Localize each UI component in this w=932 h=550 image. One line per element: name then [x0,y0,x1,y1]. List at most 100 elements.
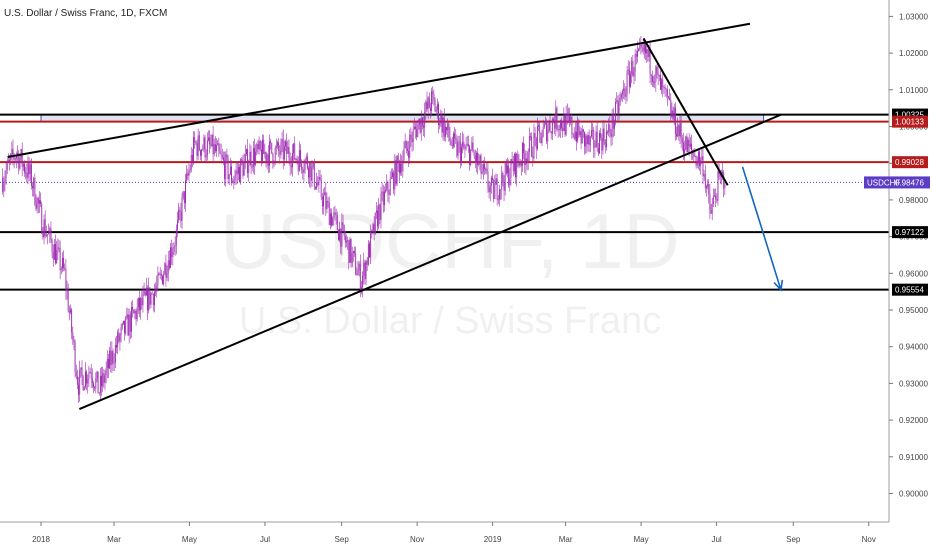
candle [319,169,321,181]
candle [32,181,33,197]
candle-body [133,310,135,314]
candle-body [497,199,499,201]
candle [364,259,366,285]
candle-body [231,166,232,182]
candle [107,354,109,379]
candle-body [271,142,273,154]
candle [222,151,224,165]
candle-body [576,131,577,142]
candle-body [493,179,495,199]
candle [254,138,255,175]
candle-body [176,219,178,230]
candle [36,196,38,214]
candle-body [60,268,62,271]
candle [496,173,498,206]
candle [581,125,583,144]
candle-body [490,177,492,186]
candle-body [677,125,679,137]
candle-body [362,275,364,288]
candle [553,117,554,124]
candle-body [724,184,726,189]
candle-body [320,179,322,198]
candle-body [225,154,227,179]
candle [141,289,143,310]
candle [279,145,281,164]
candle-body [500,189,502,191]
candle-body [446,126,447,131]
projection-arrow-shaft[interactable] [741,166,782,291]
candle [674,102,676,141]
candle-body [635,54,637,57]
candle [434,97,436,112]
candle [298,141,300,172]
candle [571,113,573,139]
candle-body [323,195,324,207]
candle [351,246,353,268]
candle [504,161,506,196]
candle [167,251,169,282]
candle [228,173,230,185]
candle-body [234,175,236,181]
candle-body [105,368,107,376]
candle-body [630,74,631,87]
candle-body [266,154,268,161]
candle-body [121,323,123,328]
candle-body [466,144,468,146]
candle-body [611,114,613,137]
candle [716,193,718,204]
candle-body [622,90,623,95]
candle [609,114,611,138]
candle [232,178,234,184]
candle [357,260,359,276]
candle-body [2,177,4,192]
candle-body [358,263,360,271]
candle-body [151,293,153,295]
candle-body [347,240,349,242]
candle-body [710,210,712,214]
candle [44,210,46,239]
candle-body [326,200,328,210]
trendline-upper-channel[interactable] [7,22,751,158]
candle-body [538,125,539,127]
candle-body [397,155,399,163]
candle [448,122,450,142]
candle-body [564,115,566,135]
candle [455,129,457,144]
candle-body [519,162,521,166]
candle-body [385,189,387,192]
candle-body [577,120,579,142]
candle [197,128,199,160]
candle-body [484,163,485,169]
candle-body [197,135,199,156]
candle-body [279,150,281,155]
candle-body [570,116,572,123]
candle-body [165,263,167,278]
candle-body [532,156,534,159]
candle [477,147,479,175]
candle [255,144,257,167]
candle-body [700,159,702,166]
candle-body [255,151,257,165]
candle-body [61,257,63,269]
candle [41,201,43,235]
candle-body [628,69,630,87]
candle [617,95,619,123]
candle-body [204,137,206,158]
candle-body [319,176,321,180]
candle [116,336,117,354]
candle-body [270,141,272,143]
candle-body [15,154,17,159]
candle [558,124,560,137]
trendline-falling-resistance[interactable] [642,37,729,186]
candle-body [17,152,19,155]
candle [185,173,186,212]
candle-body [474,155,476,163]
candle-body [625,94,627,97]
candle [551,117,553,141]
candle-body [664,87,666,89]
candle [68,305,70,321]
trendline-rising-support[interactable] [78,113,782,411]
